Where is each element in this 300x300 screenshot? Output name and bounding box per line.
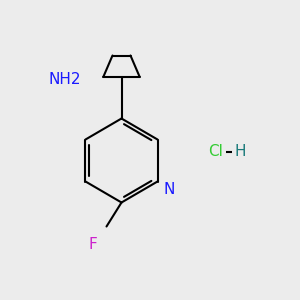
- Text: Cl: Cl: [208, 144, 224, 159]
- Text: N: N: [164, 182, 175, 196]
- Text: NH2: NH2: [49, 72, 81, 87]
- Text: H: H: [234, 144, 246, 159]
- Text: F: F: [88, 237, 98, 252]
